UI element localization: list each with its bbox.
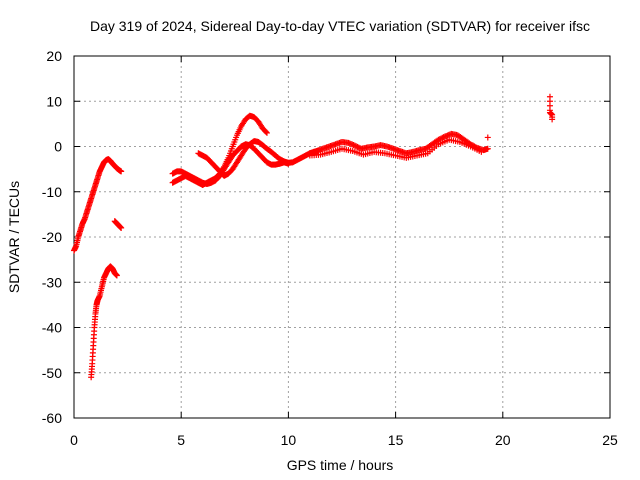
data-point-short-seg: [118, 224, 125, 231]
x-tick-label: 10: [281, 432, 297, 448]
data-point-deep-dip: [113, 272, 120, 279]
y-tick-label: -50: [42, 365, 62, 381]
y-tick-label: 0: [54, 139, 62, 155]
x-tick-label: 15: [388, 432, 404, 448]
y-tick-label: 20: [46, 48, 62, 64]
x-tick-labels: 0 5 10 15 20 25: [70, 432, 618, 448]
y-tick-label: -60: [42, 410, 62, 426]
data-point-midday: [484, 145, 491, 152]
y-axis-label: SDTVAR / TECUs: [6, 181, 22, 293]
y-tick-label: 10: [46, 93, 62, 109]
y-tick-labels: 20 10 0 -10 -20 -30 -40 -50 -60: [42, 48, 62, 426]
data-point-early-rise: [118, 168, 125, 175]
data-point-late-points: [484, 134, 491, 141]
data-point-midday-low: [478, 148, 485, 155]
data-point-group-a: [263, 129, 270, 136]
chart-title: Day 319 of 2024, Sidereal Day-to-day VTE…: [90, 18, 590, 34]
x-tick-label: 20: [495, 432, 511, 448]
data-point-late-points: [549, 116, 556, 123]
y-tick-label: -40: [42, 320, 62, 336]
data-points: [71, 93, 556, 381]
x-tick-label: 25: [602, 432, 618, 448]
y-tick-label: -10: [42, 184, 62, 200]
x-axis-label: GPS time / hours: [287, 457, 394, 473]
grid-lines: [74, 56, 610, 418]
y-tick-label: -20: [42, 229, 62, 245]
y-tick-label: -30: [42, 274, 62, 290]
axis-ticks: [73, 55, 611, 419]
x-tick-label: 5: [177, 432, 185, 448]
x-tick-label: 0: [70, 432, 78, 448]
data-point-group-a: [263, 129, 270, 136]
